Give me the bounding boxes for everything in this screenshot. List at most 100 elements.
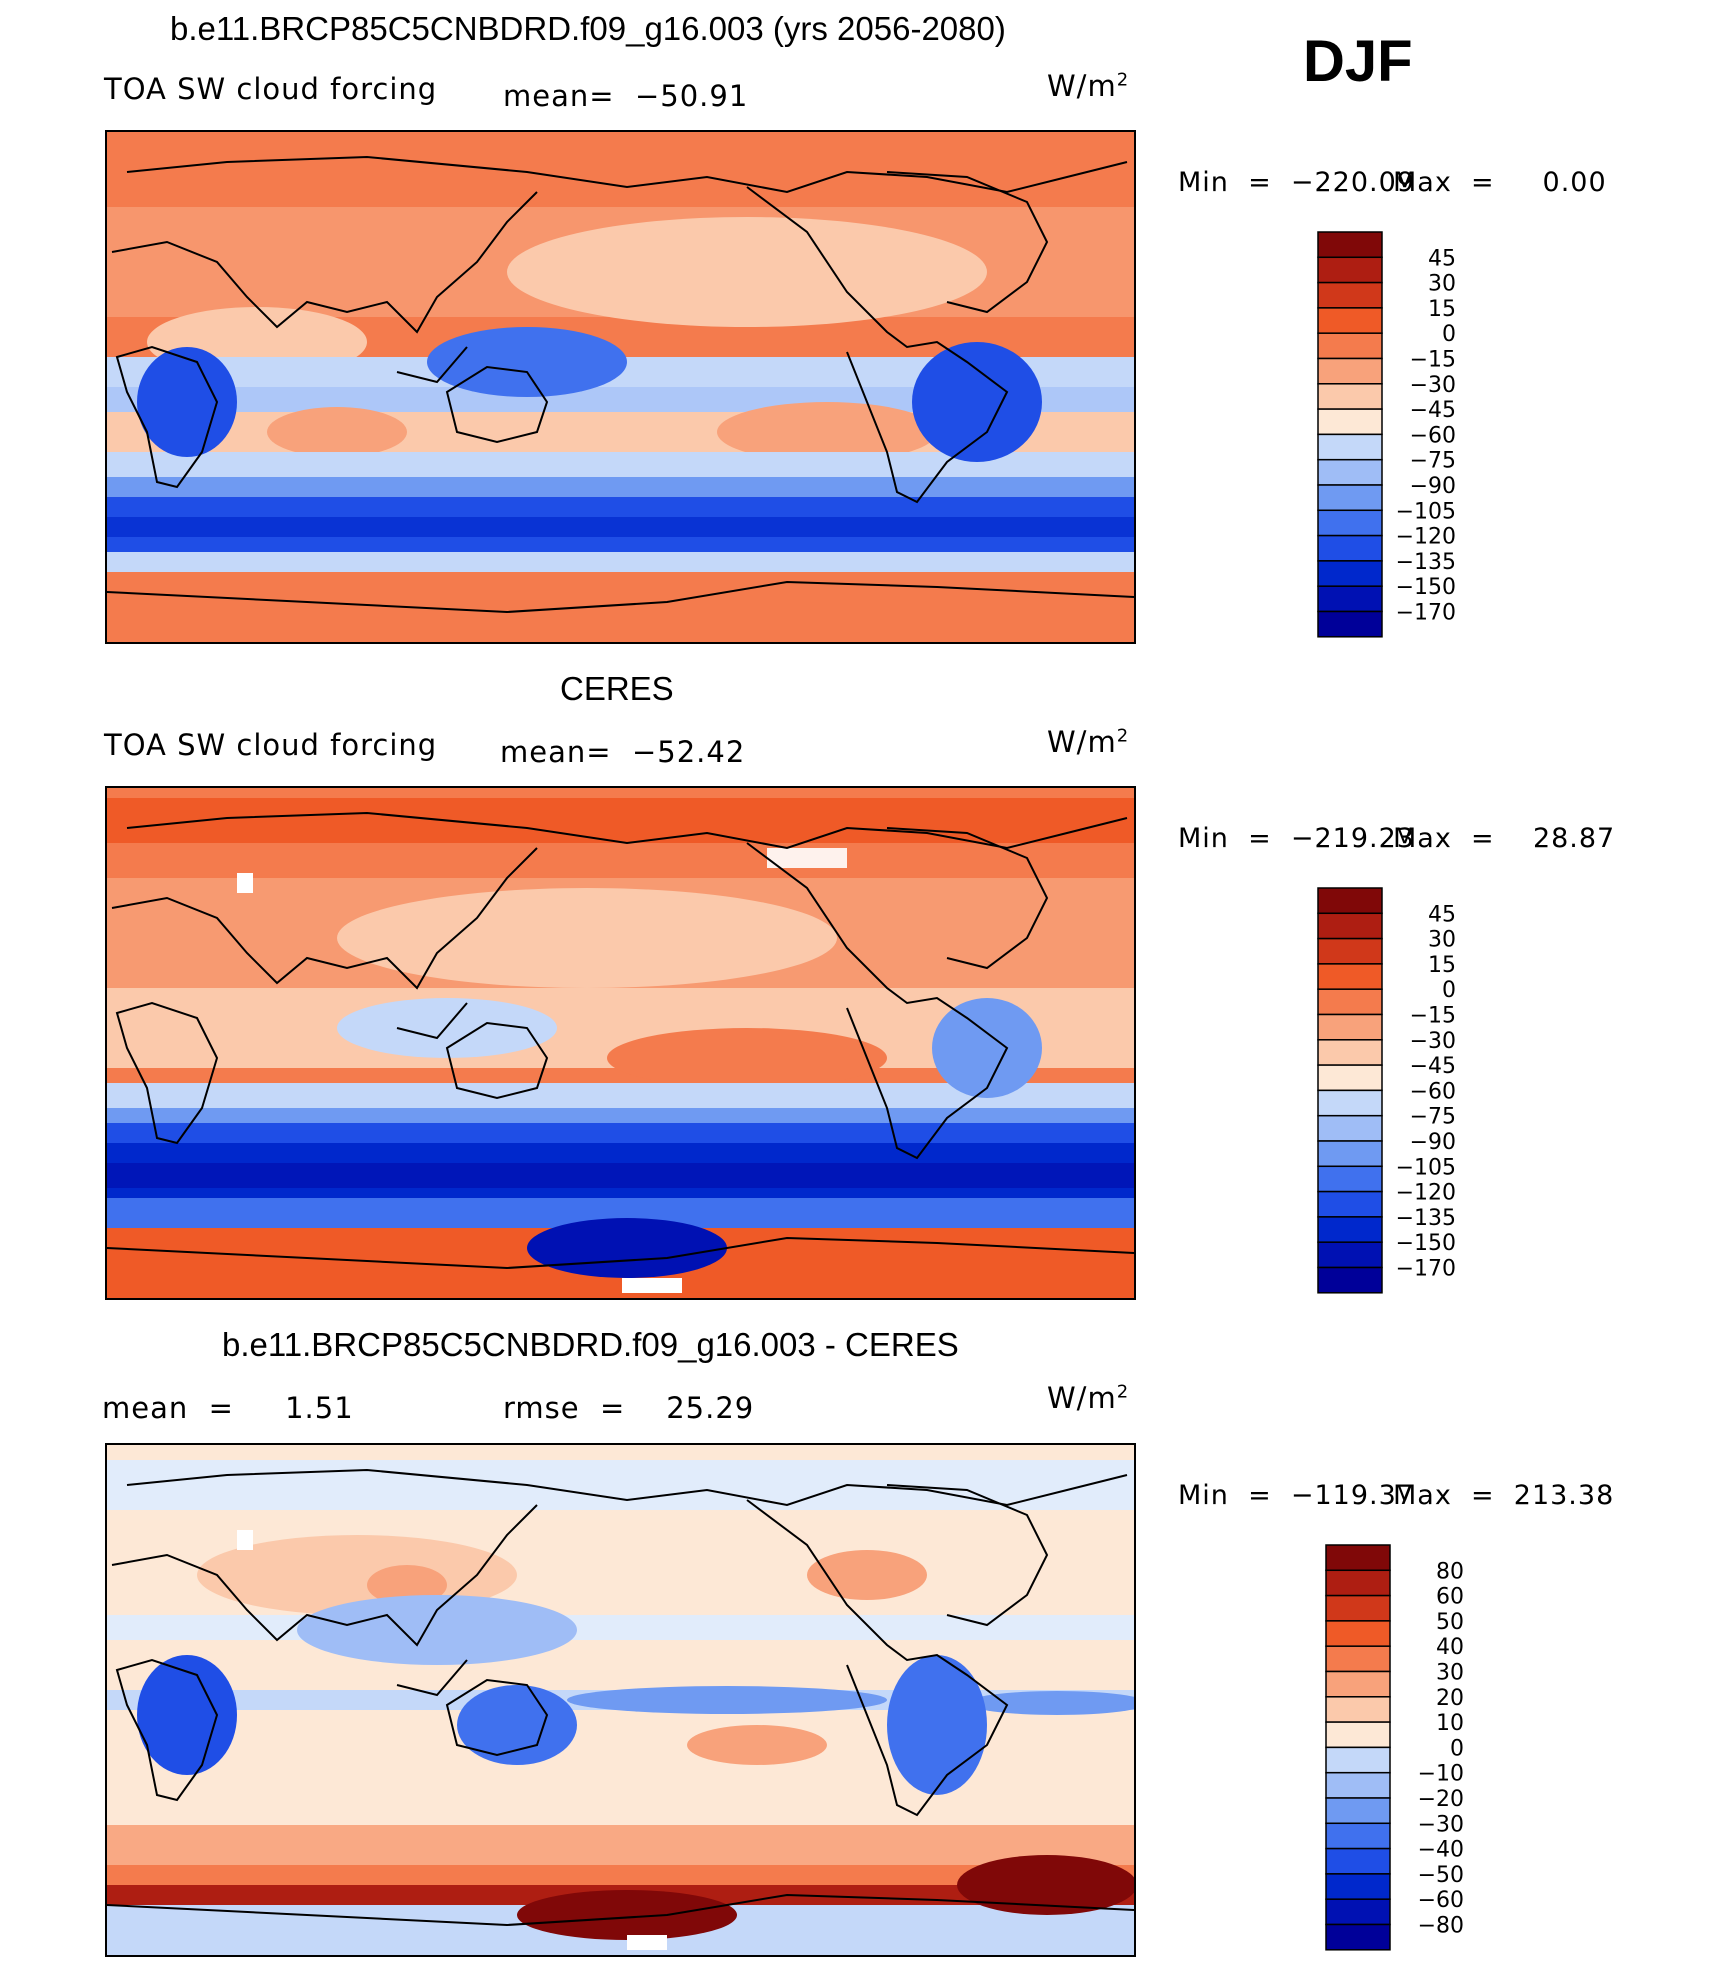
colorbar-tick-label: 60 [1436,1585,1464,1610]
colorbar-box [1317,610,1383,638]
colorbar-tick-label: −105 [1396,499,1456,524]
panel3-rmse-label: rmse = 25.29 [503,1391,755,1425]
colorbar-tick-label: 45 [1428,246,1456,271]
colorbar-tick-label: −30 [1410,1029,1456,1054]
colorbar-tick-label: −120 [1396,525,1456,550]
panel2-max-label: Max = 28.87 [1393,823,1616,854]
colorbar-box [1325,1822,1391,1850]
panel3-field [107,1445,1134,1955]
colorbar-box [1325,1569,1391,1597]
colorbar-box [1317,357,1383,385]
colorbar-box [1317,256,1383,284]
colorbar-tick-label: −50 [1418,1863,1464,1888]
colorbar-tick-label: −90 [1410,1130,1456,1155]
colorbar-tick-label: 0 [1442,322,1456,347]
colorbar-tick-label: −60 [1410,1079,1456,1104]
colorbar-tick-label: 20 [1436,1686,1464,1711]
colorbar-box [1317,1039,1383,1066]
panel2-title: CERES [560,670,674,707]
panel2-mean-label: mean= −52.42 [500,735,746,769]
colorbar-box [1317,281,1383,309]
colorbar-tick-label: −135 [1396,550,1456,575]
colorbar-box [1317,231,1383,259]
colorbar-box [1317,332,1383,360]
colorbar-box [1317,408,1383,436]
colorbar-tick-label: −45 [1410,398,1456,423]
colorbar-tick-label: −60 [1418,1888,1464,1913]
panel3-mean-label: mean = 1.51 [102,1391,354,1425]
colorbar-box [1317,458,1383,486]
panel3-max-label: Max = 213.38 [1393,1480,1615,1511]
colorbar-tick-label: 15 [1428,953,1456,978]
colorbar-tick-label: −15 [1410,1004,1456,1029]
panel2-field [107,788,1134,1298]
panel2-units: W/m2 [1047,725,1130,759]
panel1-min-label: Min = −220.09 [1178,167,1415,198]
colorbar-box [1325,1645,1391,1673]
colorbar-tick-label: 50 [1436,1610,1464,1635]
colorbar-tick-label: −30 [1410,373,1456,398]
panel1-colorbar: 4530150−15−30−45−60−75−90−105−120−135−15… [1317,231,1456,638]
colorbar-box [1317,1140,1383,1168]
panel3-units: W/m2 [1047,1381,1130,1415]
colorbar-tick-label: −120 [1396,1181,1456,1206]
colorbar-box [1317,1064,1383,1092]
colorbar-tick-label: −150 [1396,1231,1456,1256]
colorbar-tick-label: 15 [1428,297,1456,322]
panel1-max-label: Max = 0.00 [1393,167,1607,198]
panel1-variable-label: TOA SW cloud forcing [104,72,438,106]
panel3-map [105,1443,1136,1957]
panel1-units: W/m2 [1047,69,1130,103]
colorbar-box [1317,1013,1383,1041]
panel1-map [105,130,1136,644]
colorbar-box [1325,1696,1391,1723]
colorbar-box [1317,963,1383,990]
colorbar-box [1317,560,1383,587]
colorbar-tick-label: 10 [1436,1711,1464,1736]
colorbar-tick-label: −80 [1418,1914,1464,1939]
colorbar-box [1325,1746,1391,1774]
colorbar-tick-label: 0 [1450,1736,1464,1761]
colorbar-tick-label: −105 [1396,1155,1456,1180]
colorbar-box [1325,1797,1391,1825]
colorbar-box [1317,534,1383,562]
panel2-map-svg [107,788,1134,1298]
colorbar-tick-label: 30 [1436,1661,1464,1686]
colorbar-box [1317,383,1383,410]
colorbar-box [1317,585,1383,613]
colorbar-tick-label: −30 [1418,1812,1464,1837]
colorbar-box [1317,887,1383,915]
panel1-mean-label: mean= −50.91 [503,79,749,113]
panel1-field [107,132,1134,642]
colorbar-tick-label: −15 [1410,348,1456,373]
colorbar-tick-label: −150 [1396,575,1456,600]
panel1-coastlines [107,155,1134,614]
colorbar-box [1317,1266,1383,1294]
colorbar-box [1325,1721,1391,1749]
panel3-coastlines [107,1468,1134,1927]
colorbar-tick-label: −75 [1410,449,1456,474]
colorbar-box [1317,1114,1383,1142]
colorbar-box [1325,1620,1391,1647]
colorbar-box [1325,1923,1391,1951]
colorbar-tick-label: −170 [1396,601,1456,626]
panel2-map [105,786,1136,1300]
colorbar-tick-label: 40 [1436,1635,1464,1660]
colorbar-box [1325,1544,1391,1572]
colorbar-tick-label: −10 [1418,1762,1464,1787]
colorbar-box [1317,1089,1383,1117]
colorbar-tick-label: −75 [1410,1105,1456,1130]
colorbar-tick-label: 30 [1428,272,1456,297]
colorbar-box [1317,1190,1383,1218]
panel2-colorbar: 4530150−15−30−45−60−75−90−105−120−135−15… [1317,887,1456,1294]
colorbar-box [1317,1216,1383,1243]
colorbar-box [1317,433,1383,461]
colorbar-tick-label: 45 [1428,902,1456,927]
panel3-min-label: Min = −119.37 [1178,1480,1415,1511]
colorbar-tick-label: −20 [1418,1787,1464,1812]
colorbar-tick-label: −40 [1418,1838,1464,1863]
colorbar-box [1317,307,1383,334]
colorbar-tick-label: −45 [1410,1054,1456,1079]
colorbar-box [1317,988,1383,1016]
